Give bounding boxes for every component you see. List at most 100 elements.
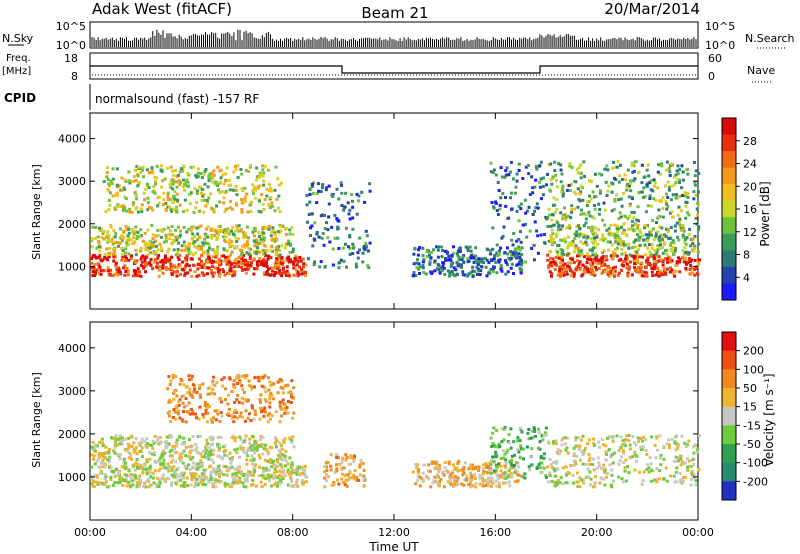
data-cell — [650, 243, 654, 247]
data-cell — [257, 474, 261, 478]
data-cell — [662, 445, 666, 449]
data-cell — [634, 223, 638, 227]
data-cell — [266, 413, 270, 417]
data-cell — [693, 273, 697, 277]
data-cell — [141, 455, 144, 459]
colorbar-swatch — [722, 462, 736, 482]
data-cell — [253, 451, 257, 455]
data-cell — [104, 257, 108, 260]
data-cell — [225, 166, 229, 170]
data-cell — [319, 190, 323, 193]
data-cell — [566, 451, 570, 455]
data-cell — [613, 199, 617, 203]
data-cell — [507, 433, 511, 437]
data-cell — [249, 164, 252, 168]
data-cell — [228, 244, 232, 248]
data-cell — [222, 473, 226, 476]
data-cell — [530, 447, 534, 451]
data-cell — [194, 412, 197, 416]
data-cell — [246, 416, 250, 420]
data-cell — [244, 235, 248, 239]
data-cell — [209, 453, 213, 457]
data-cell — [228, 260, 232, 264]
data-cell — [632, 228, 636, 232]
data-cell — [208, 478, 212, 482]
data-cell — [283, 464, 287, 468]
data-cell — [491, 455, 495, 459]
data-cell — [222, 270, 226, 274]
data-cell — [512, 272, 515, 275]
data-cell — [292, 386, 296, 390]
data-cell — [576, 471, 579, 475]
data-cell — [542, 456, 546, 460]
data-cell — [449, 482, 453, 486]
data-cell — [255, 442, 258, 446]
data-cell — [220, 230, 223, 233]
data-cell — [639, 270, 643, 274]
data-cell — [662, 243, 666, 246]
data-cell — [144, 241, 148, 245]
data-cell — [136, 267, 140, 271]
data-cell — [209, 192, 213, 196]
data-cell — [145, 458, 149, 462]
data-cell — [150, 444, 154, 448]
data-cell — [301, 482, 305, 486]
data-cell — [167, 469, 171, 473]
data-cell — [170, 209, 174, 213]
data-cell — [164, 266, 168, 270]
data-cell — [348, 217, 352, 221]
data-cell — [506, 263, 509, 267]
data-cell — [561, 224, 565, 228]
data-cell — [102, 237, 106, 241]
data-cell — [687, 232, 691, 236]
data-cell — [189, 407, 193, 411]
data-cell — [617, 198, 621, 202]
data-cell — [615, 227, 619, 231]
data-cell — [586, 252, 590, 256]
data-cell — [585, 476, 589, 479]
data-cell — [524, 165, 528, 169]
data-cell — [618, 459, 622, 463]
data-cell — [309, 234, 312, 237]
data-cell — [134, 229, 138, 233]
data-cell — [689, 264, 693, 268]
data-cell — [653, 184, 656, 188]
data-cell — [116, 452, 120, 456]
data-cell — [123, 247, 127, 251]
data-cell — [560, 238, 564, 242]
data-cell — [643, 175, 647, 179]
data-cell — [610, 232, 614, 236]
data-cell — [218, 261, 221, 265]
data-cell — [172, 445, 175, 448]
data-cell — [113, 273, 117, 277]
data-cell — [355, 192, 359, 196]
data-cell — [552, 460, 556, 464]
data-cell — [104, 474, 108, 478]
data-cell — [471, 265, 475, 269]
data-cell — [670, 162, 673, 166]
data-cell — [176, 255, 180, 259]
data-cell — [259, 434, 263, 438]
data-cell — [546, 253, 550, 257]
data-cell — [132, 201, 135, 205]
data-cell — [491, 226, 495, 230]
data-cell — [532, 258, 536, 262]
data-cell — [428, 260, 432, 264]
data-cell — [127, 469, 131, 473]
data-cell — [492, 265, 495, 269]
data-cell — [190, 477, 194, 481]
data-cell — [595, 184, 599, 188]
data-cell — [130, 445, 134, 448]
data-cell — [671, 239, 675, 243]
data-cell — [627, 184, 631, 188]
data-cell — [182, 178, 185, 182]
data-cell — [113, 235, 117, 239]
data-cell — [615, 224, 619, 228]
data-cell — [131, 483, 135, 487]
data-cell — [221, 384, 225, 388]
data-cell — [495, 466, 499, 470]
data-cell — [287, 259, 291, 263]
data-cell — [461, 273, 465, 277]
data-cell — [436, 481, 440, 485]
data-cell — [617, 462, 621, 466]
